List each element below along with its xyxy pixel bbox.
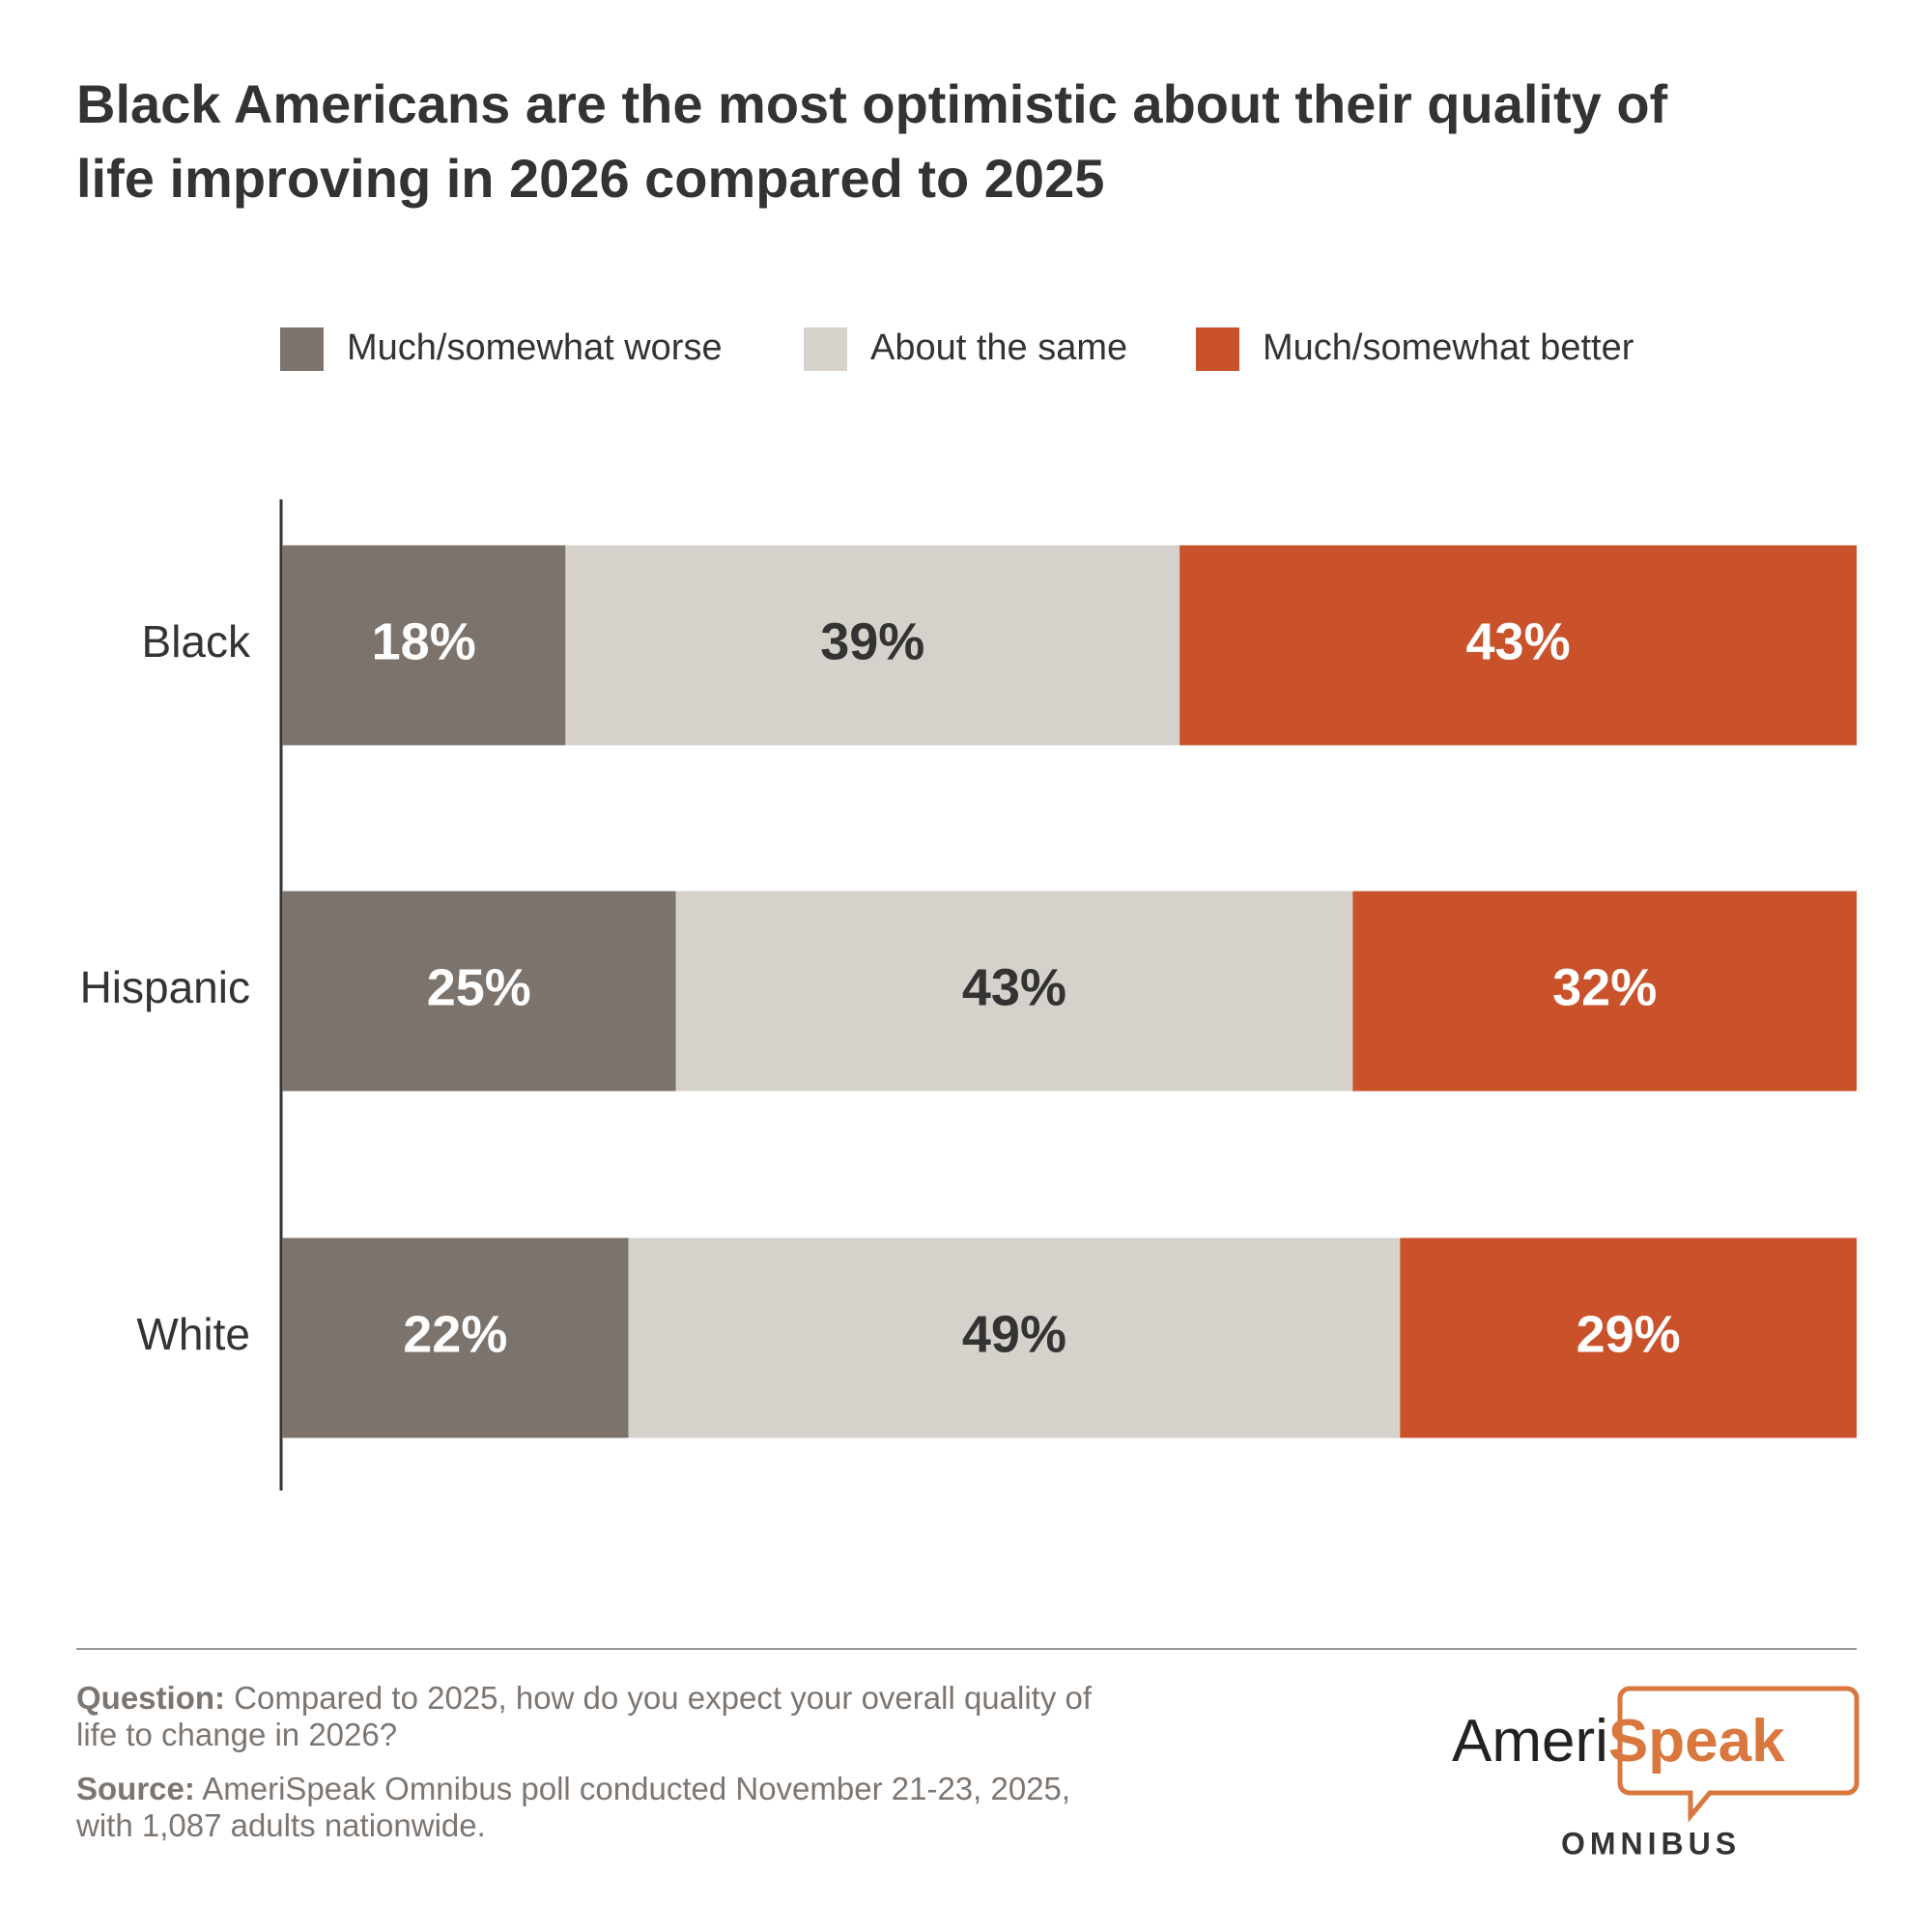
- question-label: Question:: [76, 1680, 225, 1716]
- logo-speak: Speak: [1608, 1708, 1785, 1775]
- source-label: Source:: [76, 1771, 195, 1806]
- logo-ameri: Ameri: [1452, 1708, 1608, 1775]
- legend-swatch: [1196, 327, 1239, 371]
- bar-segment: [1400, 1237, 1857, 1438]
- question-note: Question: Compared to 2025, how do you e…: [76, 1680, 1120, 1753]
- logo-bubble: [1617, 1686, 1860, 1823]
- legend-swatch: [280, 327, 324, 371]
- value-label: 32%: [1552, 958, 1657, 1016]
- bar-segment: [628, 1237, 1401, 1438]
- question-text: Compared to 2025, how do you expect your…: [76, 1680, 1093, 1752]
- legend-label: Much/somewhat worse: [347, 327, 723, 368]
- source-text: AmeriSpeak Omnibus poll conducted Novemb…: [76, 1771, 1071, 1843]
- value-label: 18%: [372, 612, 476, 670]
- bar-segment: [282, 545, 566, 746]
- legend-swatch: [804, 327, 847, 371]
- title-line: Black Americans are the most optimistic …: [76, 73, 1668, 134]
- y-tick-label: Black: [142, 616, 251, 667]
- legend-label: Much/somewhat better: [1263, 327, 1634, 368]
- y-tick-label: Hispanic: [80, 962, 250, 1012]
- logo-text: AmeriSpeak: [1452, 1708, 1785, 1775]
- value-label: 29%: [1577, 1305, 1681, 1363]
- legend-label: About the same: [870, 327, 1127, 368]
- chart-title: Black Americans are the most optimistic …: [76, 73, 1683, 209]
- value-label: 43%: [962, 958, 1066, 1016]
- value-label: 39%: [820, 612, 924, 670]
- value-label: 49%: [962, 1305, 1066, 1363]
- bar-segment: [282, 1237, 629, 1438]
- y-tick-label: White: [136, 1309, 250, 1359]
- bar-segment: [1352, 891, 1857, 1092]
- logo-subtitle: OMNIBUS: [1561, 1826, 1741, 1861]
- title-line: life improving in 2026 compared to 2025: [76, 148, 1104, 209]
- value-label: 25%: [427, 958, 531, 1016]
- value-label: 43%: [1466, 612, 1571, 670]
- bar-segment: [675, 891, 1353, 1092]
- value-label: 22%: [403, 1305, 507, 1363]
- source-note: Source: AmeriSpeak Omnibus poll conducte…: [76, 1771, 1120, 1844]
- bar-segment: [565, 545, 1180, 746]
- bar-segment: [282, 891, 676, 1092]
- bar-segment: [1179, 545, 1857, 746]
